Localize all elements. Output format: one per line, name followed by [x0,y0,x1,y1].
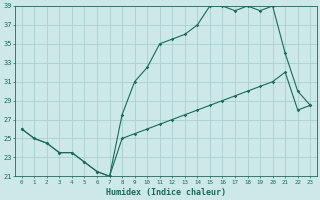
X-axis label: Humidex (Indice chaleur): Humidex (Indice chaleur) [106,188,226,197]
